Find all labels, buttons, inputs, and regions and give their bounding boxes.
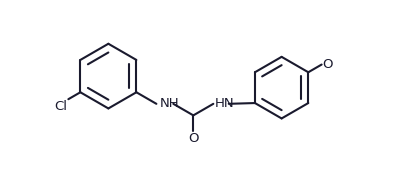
Text: O: O xyxy=(322,58,333,71)
Text: NH: NH xyxy=(160,97,179,110)
Text: HN: HN xyxy=(215,97,235,110)
Text: O: O xyxy=(188,132,198,144)
Text: Cl: Cl xyxy=(54,100,67,113)
